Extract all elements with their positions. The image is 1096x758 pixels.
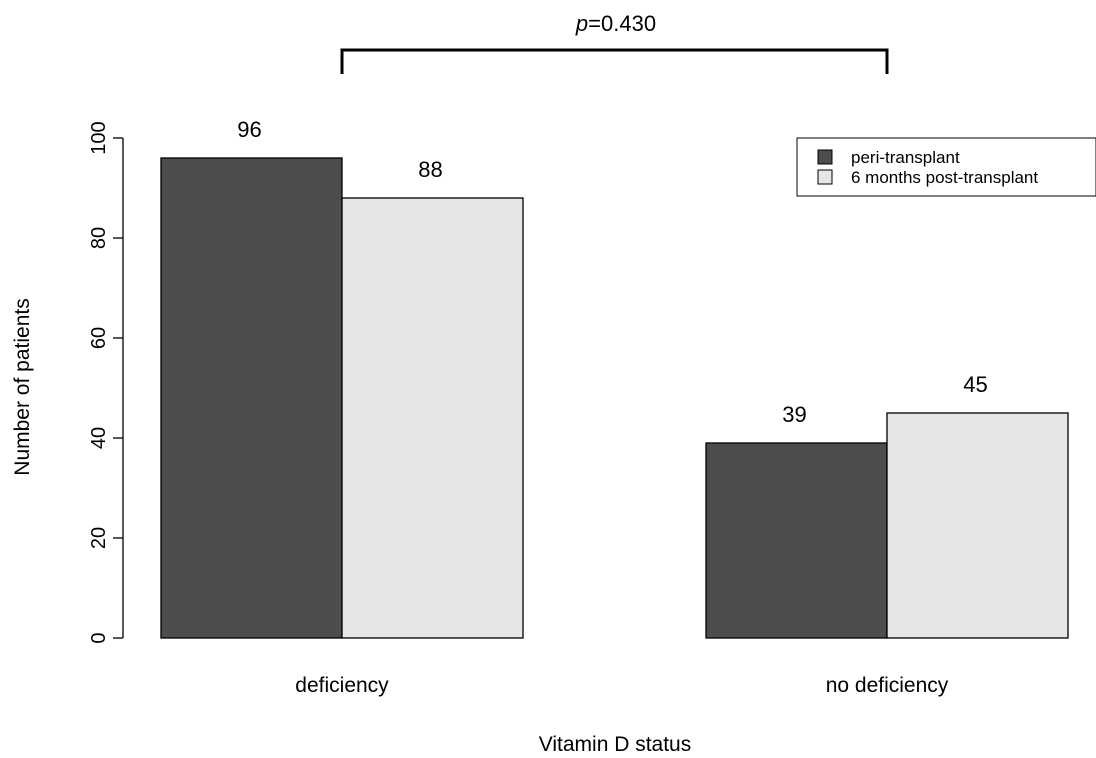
bar [886,412,1069,639]
category-label: deficiency [295,674,389,697]
y-axis: 0 20 40 60 80 100 [88,121,124,644]
bar [705,442,888,639]
y-tick-label: 40 [88,427,110,449]
category-label: no deficiency [826,674,949,697]
comparison-annotation: p=0.430 [340,11,889,74]
y-tick-label: 20 [88,527,110,549]
legend-entry-label: 6 months post-transplant [851,168,1038,187]
p-value-label: p=0.430 [575,11,656,36]
y-tick-label: 100 [88,121,110,154]
legend-entry-label: peri-transplant [851,148,960,167]
p-value-symbol: p [575,11,588,36]
legend-box [796,137,1096,197]
y-tick-label: 60 [88,327,110,349]
x-axis-title: Vitamin D status [539,733,692,756]
bars-group [160,157,1069,639]
category-labels-group: deficiency no deficiency [295,674,948,697]
bar-value-label: 39 [782,402,806,427]
bar-value-label: 45 [963,372,987,397]
y-axis-title: Number of patients [11,298,34,475]
comparison-bracket [340,48,889,74]
bar [160,157,343,639]
y-tick-label: 80 [88,227,110,249]
data-labels-group: 96 88 39 45 [237,117,987,427]
bar-value-label: 96 [237,117,261,142]
legend-swatch [817,169,833,185]
p-value-number: =0.430 [588,11,656,36]
bar-value-label: 88 [418,157,442,182]
bar [341,197,524,639]
legend-swatch [817,149,833,165]
y-tick-label: 0 [88,632,110,643]
